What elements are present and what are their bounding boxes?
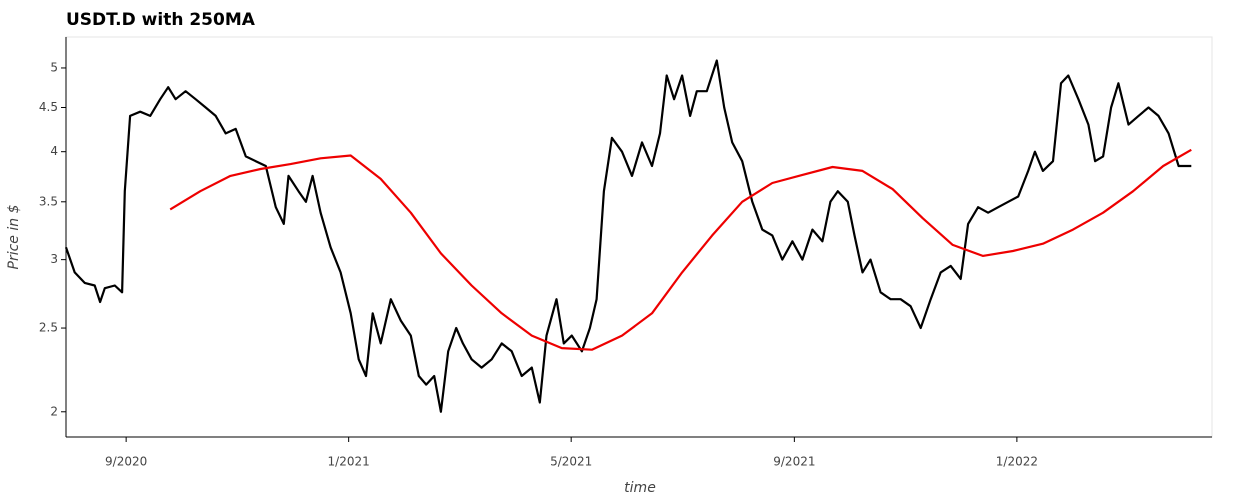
x-tick-label: 1/2022 bbox=[996, 455, 1038, 469]
y-tick-label: 2 bbox=[50, 404, 58, 418]
x-tick-label: 1/2021 bbox=[328, 455, 370, 469]
y-tick-label: 3.5 bbox=[39, 194, 58, 208]
y-tick-label: 4.5 bbox=[39, 100, 58, 114]
y-axis-title: Price in $ bbox=[6, 205, 22, 270]
y-tick-label: 3 bbox=[50, 252, 58, 266]
y-tick-label: 4 bbox=[50, 144, 58, 158]
x-axis-title: time bbox=[624, 480, 656, 496]
chart-title: USDT.D with 250MA bbox=[66, 10, 256, 30]
x-tick-label: 5/2021 bbox=[550, 455, 592, 469]
y-tick-label: 2.5 bbox=[39, 321, 58, 335]
x-tick-label: 9/2021 bbox=[773, 455, 815, 469]
plot-frame bbox=[65, 36, 1213, 438]
y-tick-label: 5 bbox=[50, 60, 58, 74]
x-tick-label: 9/2020 bbox=[105, 455, 147, 469]
line-series bbox=[64, 59, 1192, 413]
line-series bbox=[169, 148, 1192, 351]
